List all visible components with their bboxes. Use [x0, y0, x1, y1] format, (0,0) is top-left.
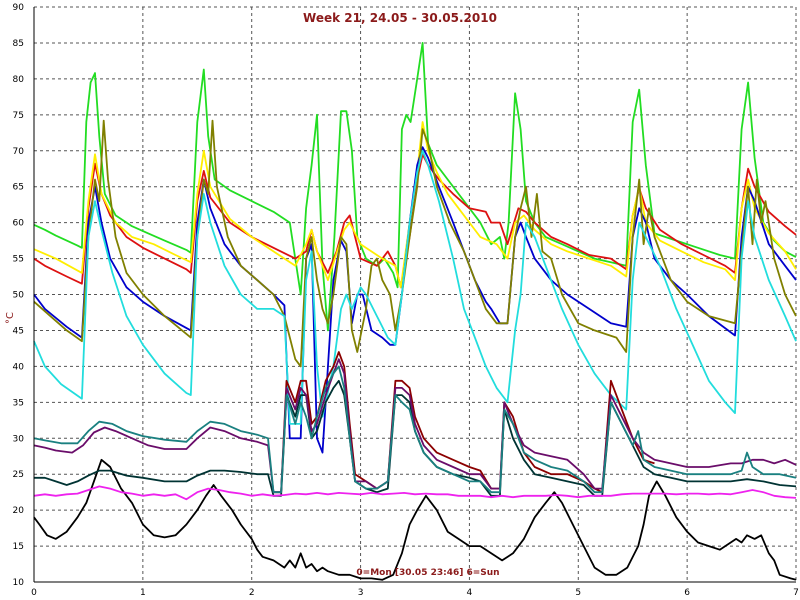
y-tick-label-0: 10 [13, 578, 25, 588]
series-line-5 [33, 149, 797, 425]
series-line-0 [33, 42, 797, 332]
x-tick-labels: 0 1 2 3 4 5 6 7 [31, 588, 799, 598]
x-tick-label-1: 1 [140, 588, 146, 598]
x-axis-label: 0=Mon [30.05 23:46] 6=Sun [356, 568, 499, 578]
y-axis-label: °C [5, 312, 16, 324]
y-tick-label-5: 35 [13, 398, 24, 408]
x-tick-label-2: 2 [249, 588, 255, 598]
x-tick-label-4: 4 [467, 588, 473, 598]
y-tick-label-12: 70 [13, 147, 25, 157]
series-line-11 [33, 485, 797, 501]
y-tick-labels: 10 15 20 25 30 35 40 45 50 55 60 65 70 75 80 85 90 [13, 3, 25, 588]
y-tick-label-16: 90 [13, 3, 25, 13]
chart-title: Week 21, 24.05 - 30.05.2010 [303, 11, 497, 25]
y-tick-label-9: 55 [13, 255, 24, 265]
y-tick-label-6: 40 [13, 362, 25, 372]
y-tick-label-2: 20 [13, 506, 25, 516]
y-tick-label-11: 65 [13, 183, 24, 193]
series-line-10 [33, 365, 797, 494]
y-tick-label-10: 60 [13, 219, 25, 229]
x-tick-label-5: 5 [575, 588, 581, 598]
y-tick-label-7: 45 [13, 326, 24, 336]
x-tick-label-3: 3 [358, 588, 364, 598]
y-tick-label-4: 30 [13, 434, 25, 444]
x-tick-label-7: 7 [793, 588, 799, 598]
y-tick-label-1: 15 [13, 542, 24, 552]
y-tick-label-13: 75 [13, 111, 24, 121]
y-tick-label-15: 85 [13, 39, 24, 49]
y-tick-label-8: 50 [13, 291, 25, 301]
series-line-2 [33, 121, 797, 289]
x-tick-label-6: 6 [684, 588, 690, 598]
series-lines [33, 42, 797, 581]
y-tick-label-14: 80 [13, 75, 25, 85]
y-tick-label-3: 25 [13, 470, 24, 480]
x-tick-label-0: 0 [31, 588, 37, 598]
series-line-7 [33, 458, 797, 581]
